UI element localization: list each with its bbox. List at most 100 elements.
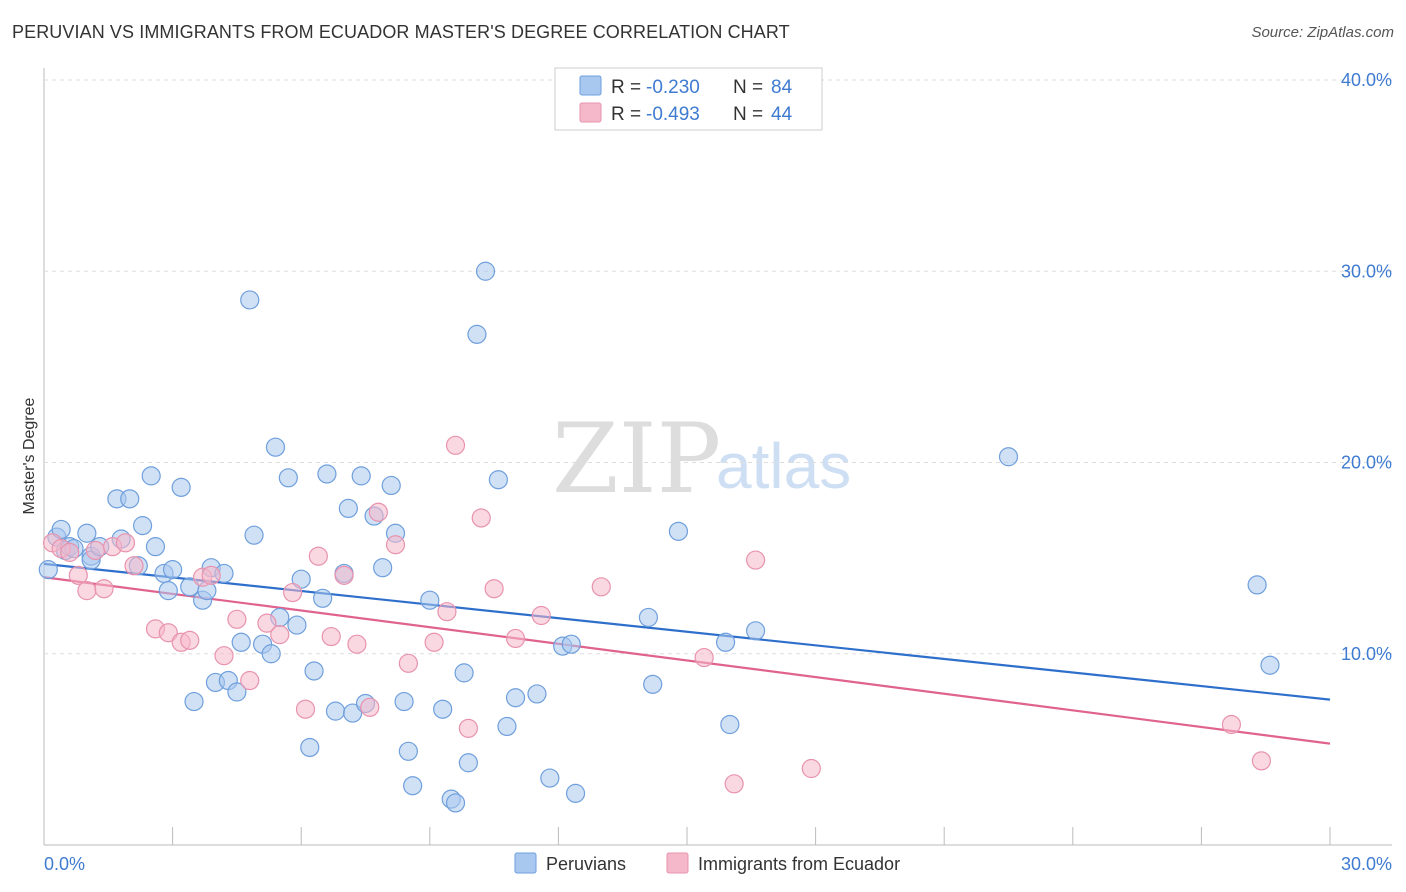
point-ecuador <box>201 565 221 585</box>
point-peruvians <box>38 559 58 580</box>
point-peruvians <box>141 466 161 486</box>
point-ecuador <box>227 609 247 629</box>
point-ecuador <box>591 577 611 597</box>
point-peruvians <box>998 447 1019 467</box>
legend-r-value-2: -0.493 <box>646 104 700 125</box>
point-ecuador <box>398 653 418 673</box>
point-peruvians <box>488 470 508 490</box>
y-tick-label: 10.0% <box>1341 644 1392 664</box>
point-peruvians <box>317 464 337 484</box>
point-peruvians <box>1260 655 1280 675</box>
point-peruvians <box>403 776 423 796</box>
point-peruvians <box>231 632 251 652</box>
point-peruvians <box>171 477 191 497</box>
legend-n-value-2: 44 <box>771 104 793 125</box>
point-peruvians <box>505 688 526 708</box>
point-peruvians <box>343 703 363 723</box>
point-ecuador <box>77 581 97 601</box>
point-peruvians <box>381 475 401 496</box>
point-peruvians <box>638 607 659 628</box>
trend-line-ecuador <box>43 576 1331 745</box>
point-peruvians <box>132 516 153 536</box>
source-label: Source: ZipAtlas.com <box>1251 24 1394 41</box>
point-ecuador <box>694 647 714 668</box>
point-peruvians <box>398 741 418 761</box>
point-peruvians <box>527 684 547 704</box>
point-peruvians <box>227 682 247 702</box>
legend-swatch-peruvians <box>579 75 602 96</box>
point-peruvians <box>338 498 358 518</box>
point-peruvians <box>561 634 581 654</box>
bottom-legend-swatch-peruvians <box>514 852 537 874</box>
point-ecuador <box>240 670 260 691</box>
point-ecuador <box>283 582 303 603</box>
point-ecuador <box>424 632 444 652</box>
point-peruvians <box>420 590 440 610</box>
point-ecuador <box>180 630 200 650</box>
legend-swatch-ecuador <box>579 102 602 123</box>
point-ecuador <box>437 602 457 622</box>
point-peruvians <box>51 519 71 540</box>
point-ecuador <box>458 718 478 738</box>
point-ecuador <box>115 533 136 553</box>
point-peruvians <box>394 691 414 712</box>
point-ecuador <box>60 542 80 562</box>
point-ecuador <box>484 579 504 599</box>
bottom-legend: Peruvians Immigrants from Ecuador <box>514 852 900 874</box>
point-peruvians <box>351 466 371 486</box>
point-ecuador <box>68 565 88 585</box>
x-tick-label-min: 0.0% <box>44 854 85 874</box>
point-ecuador <box>124 556 144 576</box>
point-ecuador <box>1221 714 1242 735</box>
point-peruvians <box>540 768 560 788</box>
legend-n-label-1: N = <box>733 77 763 98</box>
trend-lines <box>43 562 1331 745</box>
x-axis-ticks <box>172 827 1331 845</box>
point-ecuador <box>801 758 821 779</box>
point-peruvians <box>565 783 586 803</box>
point-ecuador <box>257 613 277 633</box>
point-peruvians <box>145 537 166 557</box>
point-ecuador <box>214 646 234 666</box>
point-peruvians <box>313 588 333 608</box>
point-peruvians <box>1247 575 1267 595</box>
point-peruvians <box>373 558 393 578</box>
bottom-legend-label-ecuador: Immigrants from Ecuador <box>698 854 900 874</box>
chart-title: PERUVIAN VS IMMIGRANTS FROM ECUADOR MAST… <box>12 22 790 42</box>
point-ecuador <box>94 579 114 599</box>
point-peruvians <box>433 699 453 719</box>
y-tick-label: 20.0% <box>1341 453 1392 473</box>
point-peruvians <box>458 753 478 773</box>
point-peruvians <box>244 525 264 545</box>
point-ecuador <box>85 540 106 561</box>
point-peruvians <box>120 489 140 509</box>
x-tick-label-max: 30.0% <box>1341 854 1392 874</box>
point-peruvians <box>77 523 97 543</box>
point-peruvians <box>304 661 324 681</box>
point-ecuador <box>321 626 341 647</box>
point-ecuador <box>270 625 290 645</box>
point-peruvians <box>300 737 320 758</box>
point-ecuador <box>158 623 178 643</box>
point-ecuador <box>368 502 388 522</box>
point-peruvians <box>184 691 204 712</box>
point-peruvians <box>325 701 346 721</box>
point-peruvians <box>745 621 766 641</box>
point-peruvians <box>643 674 663 694</box>
point-peruvians <box>475 261 496 281</box>
bottom-legend-label-peruvians: Peruvians <box>546 854 626 874</box>
point-ecuador <box>360 697 380 717</box>
watermark-atlas: atlas <box>716 430 851 502</box>
point-peruvians <box>265 437 286 457</box>
point-ecuador <box>308 546 328 566</box>
legend-n-value-1: 84 <box>771 77 793 98</box>
point-ecuador <box>471 508 491 528</box>
point-ecuador <box>385 535 406 555</box>
point-peruvians <box>163 559 183 580</box>
y-tick-label: 40.0% <box>1341 70 1392 90</box>
watermark-zip: ZIP <box>552 403 721 515</box>
point-ecuador <box>334 565 354 585</box>
point-peruvians <box>467 324 487 344</box>
point-ecuador <box>505 628 526 649</box>
